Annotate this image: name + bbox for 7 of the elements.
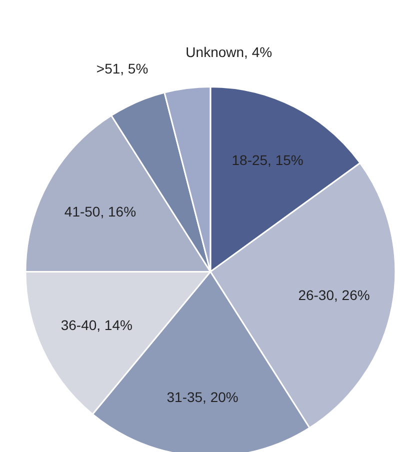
slice-label: >51, 5% — [96, 60, 148, 77]
slice-label: 26-30, 26% — [298, 287, 370, 304]
slice-label: 41-50, 16% — [64, 203, 136, 220]
slice-label: 31-35, 20% — [166, 388, 238, 405]
slice-label: Unknown, 4% — [186, 44, 272, 60]
slice-label: 36-40, 14% — [60, 317, 132, 334]
slice-label: 18-25, 15% — [232, 152, 304, 168]
